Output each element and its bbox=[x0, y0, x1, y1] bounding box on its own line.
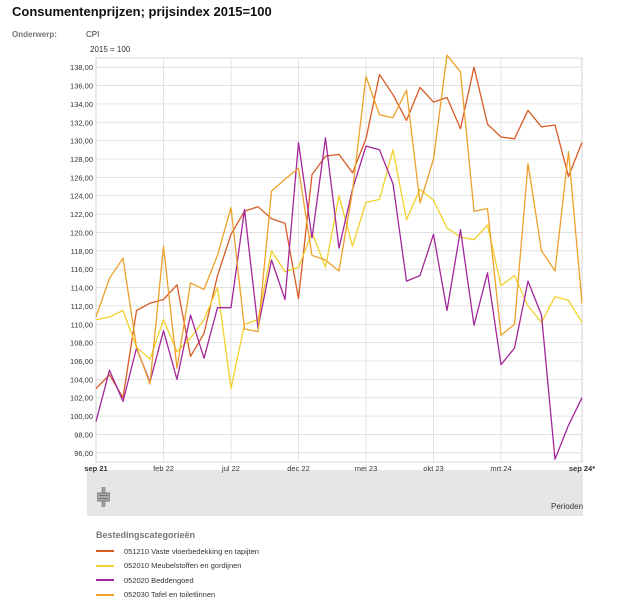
legend-item[interactable]: 051210 Vaste vloerbedekking en tapijten bbox=[96, 544, 259, 559]
page-title: Consumentenprijzen; prijsindex 2015=100 bbox=[12, 4, 272, 19]
y-tick-label: 100,00 bbox=[70, 412, 93, 421]
y-tick-label: 136,00 bbox=[70, 82, 93, 91]
chart-legend: 051210 Vaste vloerbedekking en tapijten 0… bbox=[96, 544, 259, 602]
x-tick-label: mei 23 bbox=[355, 464, 378, 473]
x-tick-label: sep 21 bbox=[84, 464, 107, 473]
y-tick-label: 114,00 bbox=[71, 284, 93, 293]
plot-area bbox=[95, 57, 583, 463]
y-tick-label: 130,00 bbox=[70, 137, 93, 146]
scale-slider-icon[interactable] bbox=[97, 487, 110, 507]
unit-label: 2015 = 100 bbox=[90, 45, 131, 54]
legend-label: 052010 Meubelstoffen en gordijnen bbox=[124, 561, 242, 571]
y-tick-label: 124,00 bbox=[70, 192, 93, 201]
series-line bbox=[95, 54, 583, 385]
x-tick-label: sep 24* bbox=[569, 464, 595, 473]
legend-title: Bestedingscategorieën bbox=[96, 530, 196, 540]
y-tick-label: 132,00 bbox=[70, 118, 93, 127]
chart-series bbox=[95, 54, 583, 460]
x-tick-label: jul 22 bbox=[221, 464, 240, 473]
y-tick-label: 110,00 bbox=[71, 320, 93, 329]
chart-grid bbox=[95, 57, 583, 463]
legend-swatch bbox=[96, 550, 114, 553]
y-tick-label: 104,00 bbox=[70, 375, 93, 384]
subject-label: Onderwerp: bbox=[12, 30, 57, 39]
y-tick-label: 98,00 bbox=[74, 430, 93, 439]
legend-label: 052030 Tafel en toiletlinnen bbox=[124, 590, 216, 600]
y-tick-label: 106,00 bbox=[70, 357, 93, 366]
legend-swatch bbox=[96, 564, 114, 567]
period-axis-band bbox=[87, 470, 583, 516]
y-tick-label: 102,00 bbox=[70, 394, 93, 403]
legend-item[interactable]: 052020 Beddengoed bbox=[96, 573, 259, 588]
y-tick-label: 120,00 bbox=[70, 228, 93, 237]
y-tick-label: 138,00 bbox=[70, 63, 93, 72]
series-line bbox=[95, 66, 583, 399]
y-tick-label: 128,00 bbox=[70, 155, 93, 164]
y-tick-label: 134,00 bbox=[70, 100, 93, 109]
x-tick-label: feb 22 bbox=[153, 464, 174, 473]
y-tick-label: 96,00 bbox=[74, 449, 93, 458]
legend-label: 051210 Vaste vloerbedekking en tapijten bbox=[124, 546, 259, 556]
periods-axis-label: Perioden bbox=[551, 502, 584, 511]
x-tick-label: mrt 24 bbox=[490, 464, 511, 473]
x-tick-label: dec 22 bbox=[287, 464, 310, 473]
y-tick-label: 116,00 bbox=[71, 265, 93, 274]
legend-item[interactable]: 052030 Tafel en toiletlinnen bbox=[96, 588, 259, 603]
series-line bbox=[95, 149, 583, 390]
legend-swatch bbox=[96, 593, 114, 596]
y-tick-label: 126,00 bbox=[70, 173, 93, 182]
legend-item[interactable]: 052010 Meubelstoffen en gordijnen bbox=[96, 559, 259, 574]
subject-value: CPI bbox=[86, 30, 100, 39]
x-tick-label: okt 23 bbox=[423, 464, 443, 473]
y-tick-label: 122,00 bbox=[70, 210, 93, 219]
y-axis-ticks: 96,00 98,00 100,00 102,00 104,00 106,00 108,00… bbox=[70, 63, 93, 458]
y-tick-label: 112,00 bbox=[71, 302, 93, 311]
series-line bbox=[95, 137, 583, 460]
y-tick-label: 118,00 bbox=[71, 247, 93, 256]
y-tick-label: 108,00 bbox=[70, 339, 93, 348]
legend-label: 052020 Beddengoed bbox=[124, 575, 194, 585]
legend-swatch bbox=[96, 579, 114, 582]
x-axis-ticks: sep 21 feb 22 jul 22 dec 22 mei 23 okt 23 mrt … bbox=[84, 464, 595, 473]
